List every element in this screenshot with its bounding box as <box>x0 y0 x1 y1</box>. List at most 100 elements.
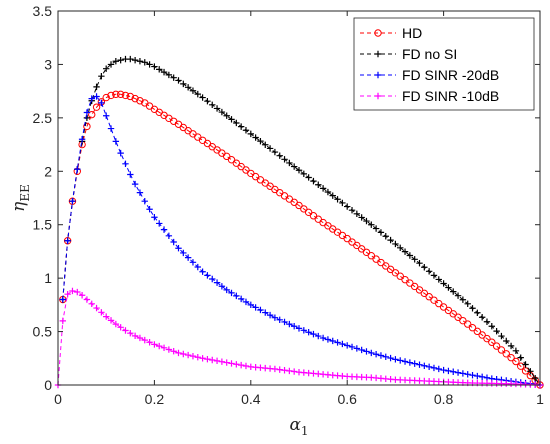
data-point <box>175 349 182 357</box>
data-point <box>295 201 303 210</box>
data-point <box>184 84 192 91</box>
data-point <box>358 214 365 221</box>
data-point <box>112 90 120 99</box>
data-point <box>531 374 539 382</box>
data-point <box>416 361 423 368</box>
data-point <box>204 97 211 105</box>
data-point <box>228 289 235 297</box>
data-point <box>228 116 235 123</box>
data-point <box>136 189 144 196</box>
data-point <box>324 336 332 343</box>
data-point <box>117 324 124 331</box>
data-point <box>344 342 351 349</box>
data-point <box>112 138 120 145</box>
data-point <box>93 83 100 91</box>
data-point <box>357 245 366 253</box>
data-point <box>445 284 452 291</box>
data-point <box>180 350 187 358</box>
data-point <box>492 342 501 350</box>
data-point <box>78 292 86 299</box>
data-point <box>194 90 201 98</box>
data-point <box>112 320 120 328</box>
data-point <box>300 205 308 213</box>
data-point <box>189 87 197 94</box>
legend-item: FD SINR -10dB <box>360 88 499 104</box>
data-point <box>103 112 110 119</box>
data-point <box>315 332 322 340</box>
data-point <box>209 101 216 109</box>
data-point <box>247 130 254 138</box>
data-point <box>319 334 327 342</box>
data-point <box>228 360 235 367</box>
data-point <box>160 226 168 233</box>
data-point <box>440 366 447 374</box>
data-point <box>411 360 418 367</box>
data-point <box>387 236 394 244</box>
data-point <box>146 339 153 346</box>
data-point <box>213 105 221 112</box>
data-point <box>401 248 409 255</box>
data-point <box>396 272 404 280</box>
data-point <box>377 229 385 236</box>
data-point <box>213 357 221 365</box>
data-point <box>290 323 298 330</box>
data-point <box>237 123 245 130</box>
data-point <box>209 275 216 283</box>
data-point <box>116 90 125 99</box>
data-point <box>473 327 482 336</box>
data-point <box>64 237 71 244</box>
data-point <box>295 167 303 174</box>
data-point <box>281 367 288 374</box>
data-point <box>223 359 230 366</box>
data-point <box>474 309 481 316</box>
data-point <box>300 327 308 334</box>
data-point <box>247 301 254 309</box>
data-point <box>107 125 115 132</box>
data-point <box>368 221 375 228</box>
data-point <box>107 61 115 68</box>
data-point <box>233 361 240 368</box>
data-point <box>242 298 250 306</box>
data-point <box>276 366 283 373</box>
data-point <box>469 371 476 379</box>
data-point <box>377 352 385 359</box>
data-point <box>459 370 467 377</box>
data-point <box>204 272 211 279</box>
data-point <box>117 149 124 157</box>
y-axis-title: ηEE <box>9 184 32 212</box>
data-point <box>401 275 409 284</box>
x-tick-label: 1 <box>536 391 544 407</box>
data-point <box>362 248 371 256</box>
data-point <box>440 280 447 287</box>
legend-marker <box>374 92 382 100</box>
data-point <box>454 369 462 376</box>
data-point <box>334 339 341 346</box>
data-point <box>315 181 322 188</box>
data-point <box>98 309 105 316</box>
data-point <box>430 296 438 304</box>
data-point <box>92 103 101 111</box>
data-point <box>189 352 197 360</box>
data-point <box>131 94 139 103</box>
data-point <box>127 171 134 178</box>
data-point <box>386 265 395 274</box>
data-point <box>141 198 148 205</box>
x-tick-label: 0.8 <box>434 391 454 407</box>
data-point <box>271 148 279 156</box>
data-point <box>131 332 139 340</box>
data-point <box>194 263 201 271</box>
legend-label: FD SINR -10dB <box>402 88 499 104</box>
data-point <box>522 361 529 368</box>
data-point <box>415 286 424 294</box>
data-point <box>223 152 231 161</box>
data-point <box>372 255 380 263</box>
data-point <box>107 91 115 100</box>
data-point <box>286 159 293 167</box>
data-point <box>449 310 457 318</box>
data-point <box>93 93 100 100</box>
legend-label: HD <box>402 25 422 41</box>
data-point <box>262 309 269 316</box>
data-point <box>88 110 96 119</box>
data-point <box>286 367 293 375</box>
data-point <box>257 137 264 145</box>
